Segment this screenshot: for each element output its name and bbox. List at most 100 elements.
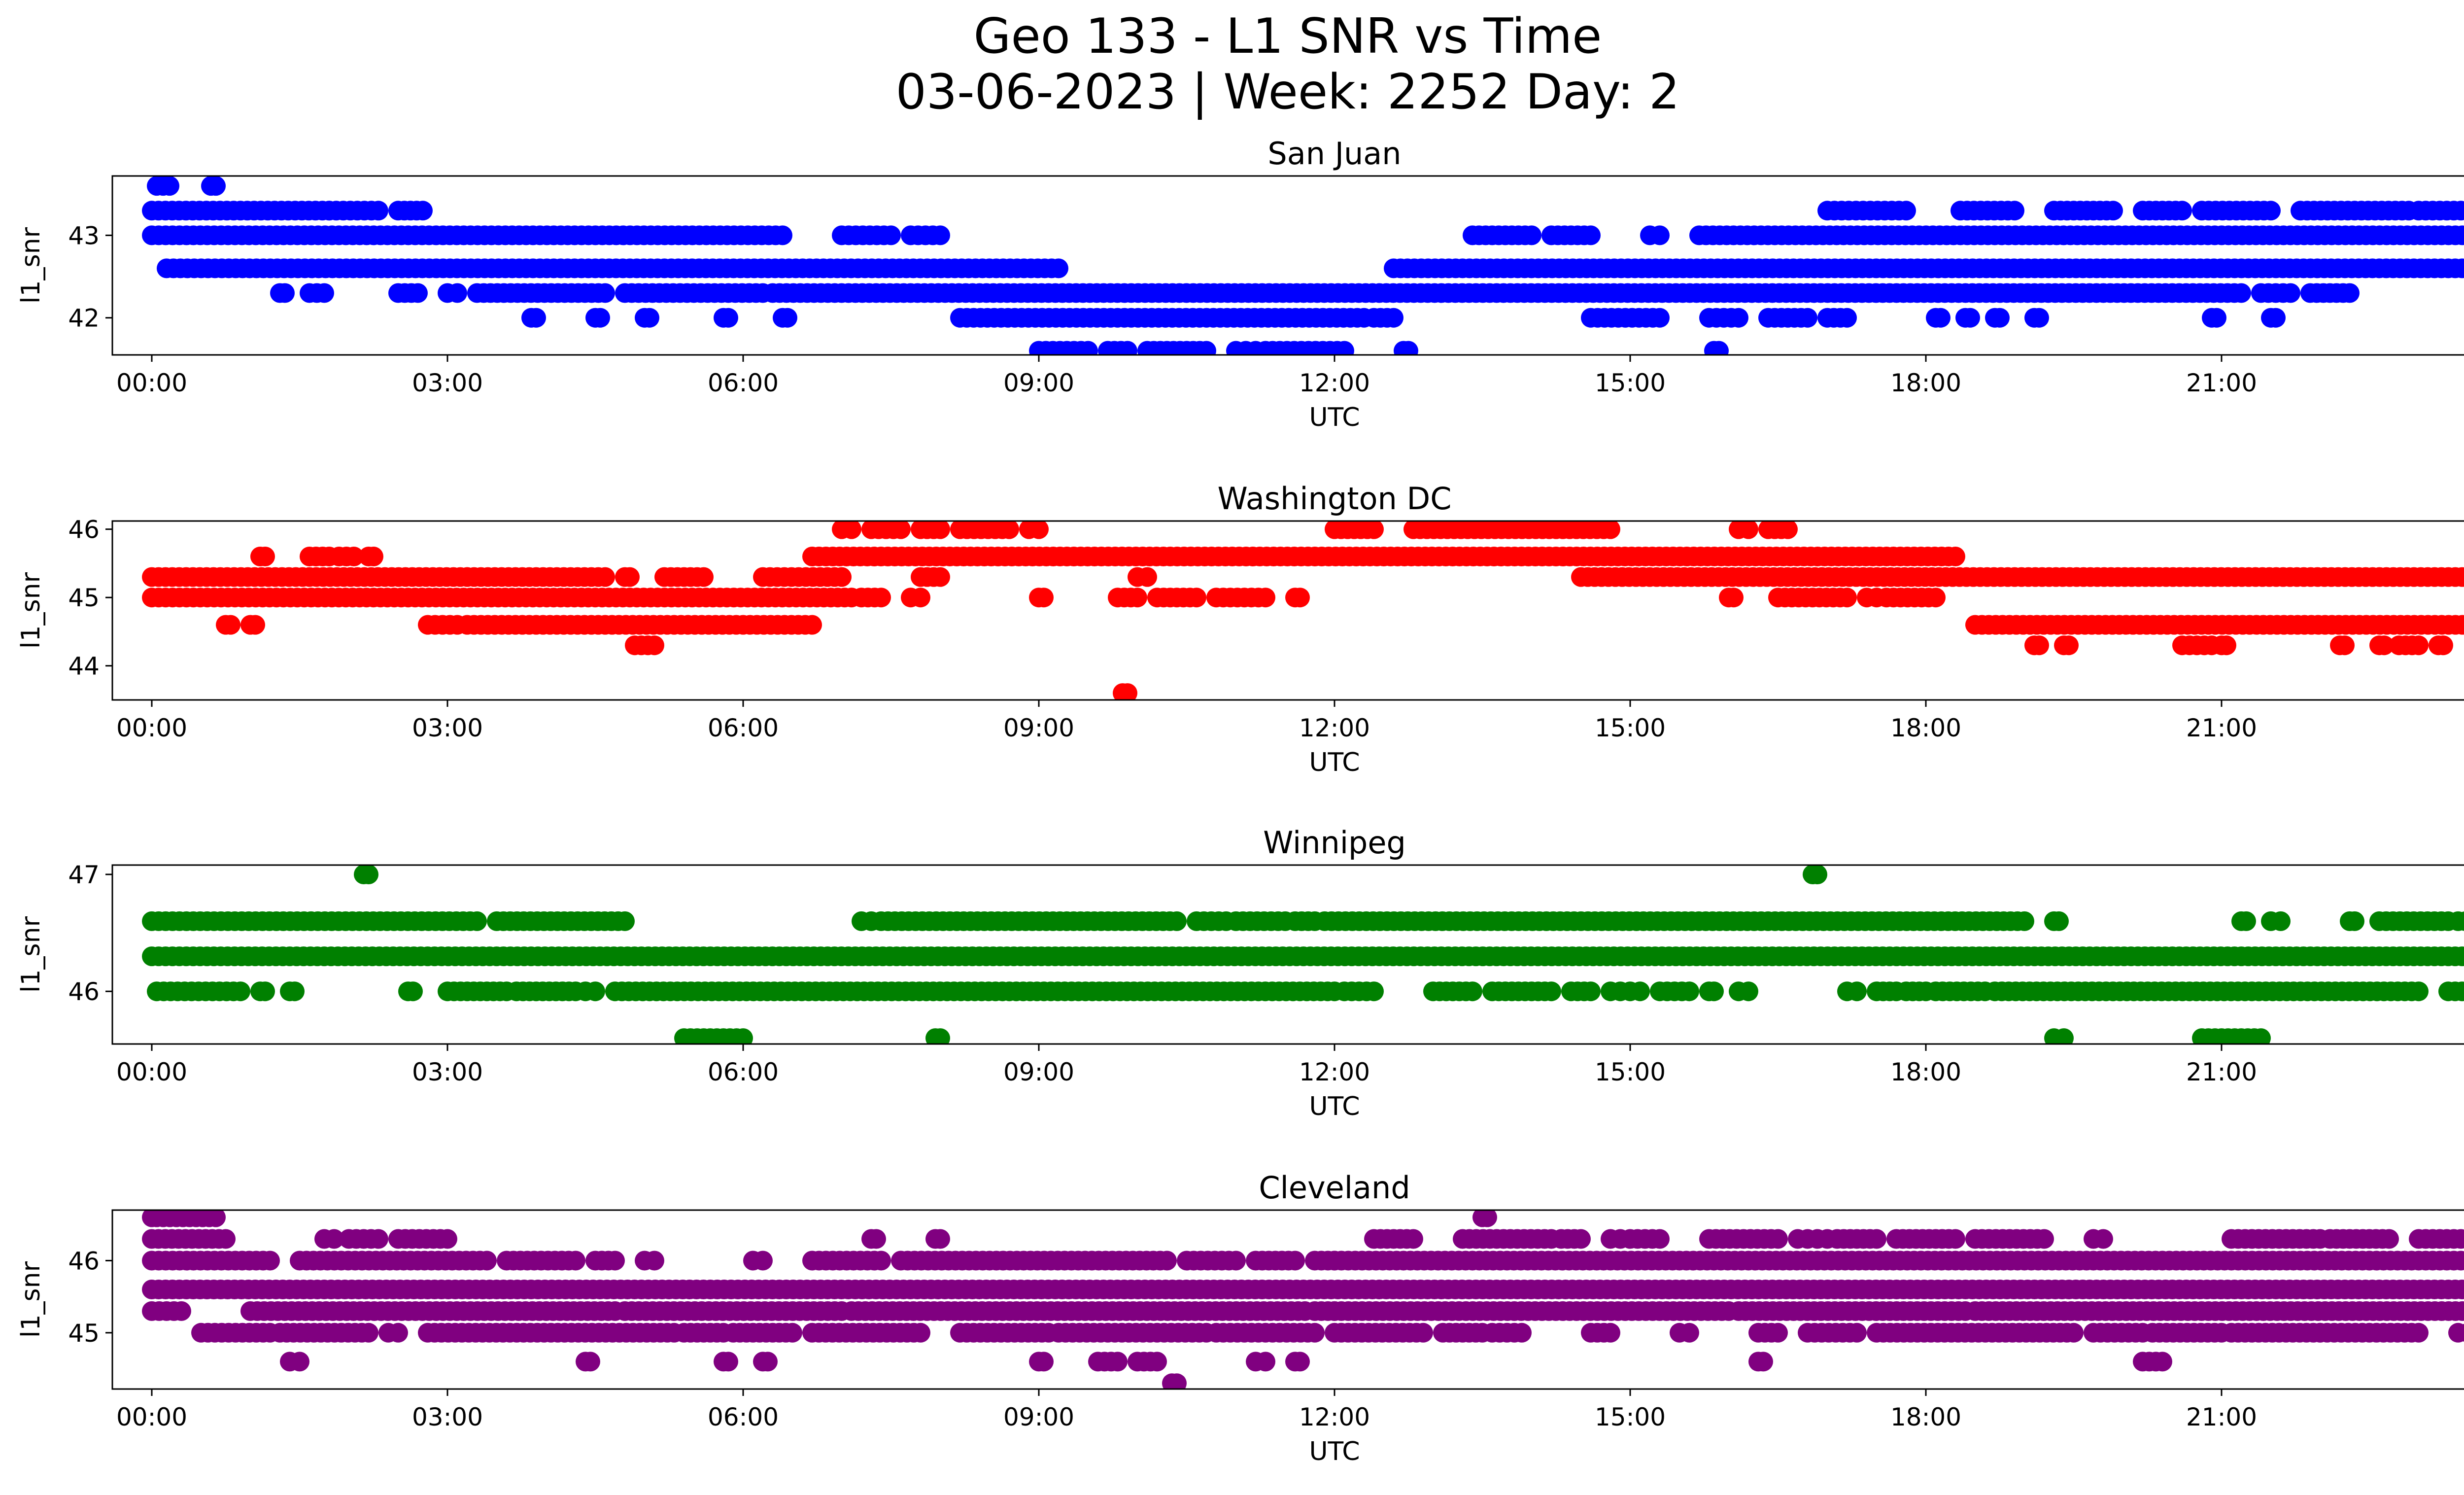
plot-winnipeg: 00:00 03:00 06:00 09:00 12:00 15:00 18:00 21:00…: [16, 825, 2464, 1121]
data-point: [1650, 225, 1670, 245]
data-point: [2103, 201, 2123, 221]
x-tick-label: 06:00: [708, 714, 779, 742]
y-axis-label: l1_snr: [16, 1261, 46, 1338]
data-point: [1128, 588, 1147, 608]
data-point: [1729, 308, 1748, 328]
x-tick-label: 09:00: [1003, 1058, 1074, 1086]
subplot-title: Cleveland: [1259, 1170, 1410, 1206]
data-point: [1384, 308, 1403, 328]
data-point: [2029, 635, 2049, 656]
data-point: [832, 567, 852, 587]
data-point: [344, 547, 364, 566]
data-point: [1157, 1251, 1177, 1271]
data-point: [1399, 341, 1418, 355]
x-tick-label: 18:00: [1890, 714, 1961, 742]
data-point: [595, 567, 615, 587]
y-tick-label: 46: [68, 1247, 100, 1275]
data-point: [231, 981, 250, 1002]
data-point: [595, 283, 615, 303]
data-point: [881, 225, 901, 245]
y-axis-label: l1_snr: [16, 572, 46, 649]
x-tick-label: 21:00: [2186, 1058, 2257, 1086]
data-point: [581, 1352, 600, 1372]
data-point: [2458, 1252, 2464, 1270]
data-point: [1137, 567, 1157, 587]
data-point: [615, 911, 635, 931]
y-tick-label: 42: [68, 304, 100, 333]
data-point: [1541, 981, 1561, 1002]
x-axis-label: UTC: [1309, 1437, 1360, 1466]
data-point: [1463, 981, 1482, 1002]
data-point: [403, 981, 423, 1002]
data-point: [733, 1028, 753, 1044]
data-point: [171, 1301, 191, 1321]
data-point: [1187, 588, 1206, 608]
data-point: [2409, 635, 2429, 656]
data-point: [930, 521, 950, 539]
data-point: [369, 201, 388, 221]
x-tick-label: 06:00: [708, 1403, 779, 1431]
data-point: [911, 588, 930, 608]
data-point: [2340, 283, 2360, 303]
data-point: [930, 1028, 950, 1044]
data-point: [2231, 283, 2251, 303]
data-point: [2459, 568, 2464, 586]
data-point: [758, 1352, 778, 1372]
figure-title-line-2: 03-06-2023 | Week: 2252 Day: 2: [895, 64, 1680, 120]
data-point: [438, 1229, 457, 1249]
data-point: [1630, 981, 1650, 1002]
data-point: [1650, 1229, 1670, 1249]
x-tick-label: 03:00: [412, 1058, 483, 1086]
y-tick-label: 43: [68, 221, 100, 250]
y-tick-label: 44: [68, 652, 100, 681]
data-point: [2458, 201, 2464, 220]
data-point: [408, 283, 428, 303]
x-tick-label: 12:00: [1299, 369, 1370, 397]
x-tick-label: 00:00: [116, 369, 187, 397]
data-point: [447, 283, 467, 303]
data-point: [585, 981, 605, 1002]
data-points: [142, 1210, 2464, 1389]
x-tick-label: 12:00: [1299, 1058, 1370, 1086]
x-tick-label: 21:00: [2186, 1403, 2257, 1431]
x-tick-label: 09:00: [1003, 714, 1074, 742]
data-point: [1778, 521, 1798, 539]
data-point: [359, 865, 378, 884]
x-tick-label: 12:00: [1299, 714, 1370, 742]
data-point: [1512, 1322, 1532, 1343]
y-axis-label: l1_snr: [16, 916, 46, 993]
data-point: [260, 1251, 280, 1271]
data-point: [1413, 1322, 1433, 1343]
data-point: [2271, 911, 2291, 931]
data-point: [364, 547, 383, 566]
x-tick-label: 06:00: [708, 369, 779, 397]
data-point: [1679, 1322, 1699, 1343]
plot-washington-dc: 00:00 03:00 06:00 09:00 12:00 15:00 18:00 21:00…: [16, 481, 2464, 777]
data-point: [930, 567, 950, 587]
x-tick-label: 21:00: [2186, 714, 2257, 742]
data-point: [1679, 981, 1699, 1002]
data-point: [1960, 308, 1980, 328]
data-point: [2034, 1229, 2054, 1249]
data-point: [1581, 981, 1601, 1002]
data-point: [1601, 1322, 1620, 1343]
x-tick-label: 18:00: [1890, 369, 1961, 397]
x-tick-label: 15:00: [1595, 1058, 1666, 1086]
data-point: [2054, 1028, 2074, 1044]
data-point: [999, 521, 1019, 539]
data-point: [2281, 283, 2300, 303]
data-point: [1581, 225, 1601, 245]
data-point: [1704, 981, 1724, 1002]
data-point: [285, 981, 305, 1002]
data-point: [2005, 201, 2024, 221]
data-point: [2059, 635, 2079, 656]
data-point: [2459, 616, 2464, 633]
data-point: [783, 1322, 802, 1343]
data-point: [1078, 341, 1098, 355]
data-point: [891, 521, 911, 539]
data-point: [605, 1251, 625, 1271]
data-point: [1768, 1229, 1788, 1249]
data-point: [2379, 1229, 2399, 1249]
data-point: [1477, 1210, 1497, 1227]
